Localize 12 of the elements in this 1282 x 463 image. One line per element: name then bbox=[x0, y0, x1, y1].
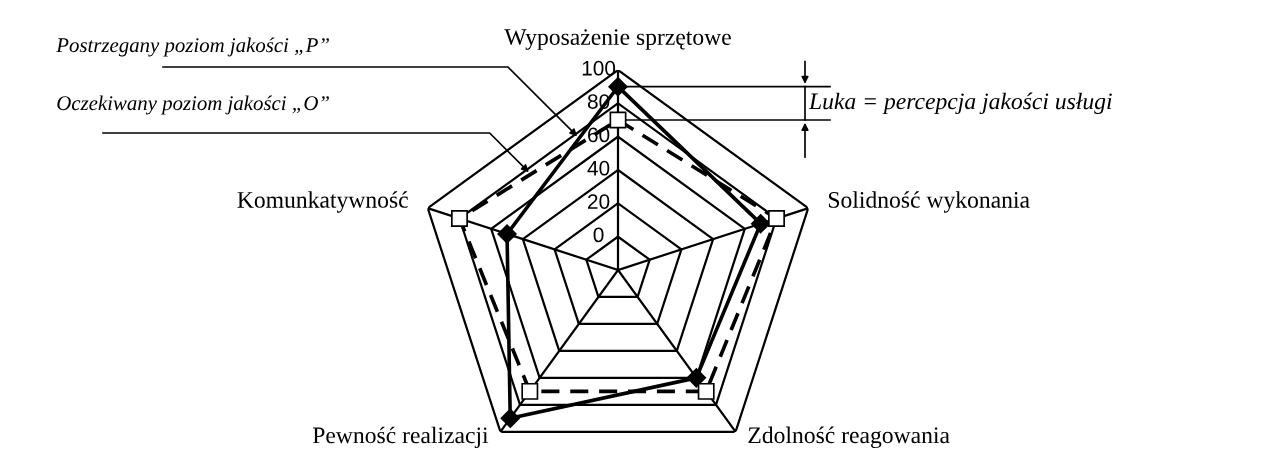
text: Oczekiwany poziom jakości „O” bbox=[57, 95, 329, 115]
spoke-label: Pewność realizacji bbox=[312, 426, 489, 449]
y-tick-label: 100 bbox=[582, 60, 616, 76]
text: Luka = percepcja jakości usługi bbox=[808, 92, 1112, 115]
spoke-label: Wyposażenie sprzętowe bbox=[504, 29, 731, 50]
y-tick-label: 20 bbox=[588, 194, 610, 209]
y-tick-label: 40 bbox=[587, 160, 610, 176]
spoke-label: Solidność wykonania bbox=[828, 191, 1030, 213]
y-tick-label: 0 bbox=[593, 227, 604, 243]
text: Postrzegany poziom jakości „P” bbox=[56, 37, 329, 57]
spoke-label: Komunkatywność bbox=[237, 191, 408, 213]
spoke-label: Zdolność reagowania bbox=[748, 426, 950, 449]
